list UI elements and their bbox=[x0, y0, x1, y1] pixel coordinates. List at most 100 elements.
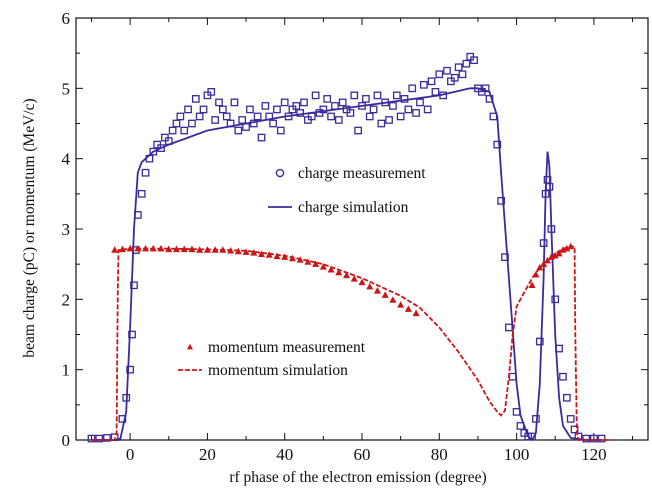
data-point bbox=[362, 95, 370, 103]
data-point bbox=[381, 291, 389, 298]
data-point bbox=[346, 109, 355, 117]
data-point bbox=[404, 305, 412, 312]
data-point bbox=[319, 263, 327, 270]
legend: charge measurement charge simulation momen… bbox=[178, 165, 426, 379]
data-point bbox=[366, 282, 374, 290]
series-0 bbox=[87, 52, 606, 443]
series-line bbox=[91, 87, 602, 442]
data-point bbox=[195, 112, 204, 121]
y-tick-label: 0 bbox=[62, 431, 71, 450]
data-point bbox=[269, 119, 277, 128]
data-point bbox=[331, 102, 339, 110]
data-point bbox=[508, 372, 517, 381]
data-point bbox=[246, 105, 254, 114]
data-point bbox=[350, 91, 359, 100]
data-point bbox=[559, 372, 567, 381]
legend-entry: momentum simulation bbox=[178, 362, 348, 379]
data-point bbox=[408, 84, 417, 93]
x-tick-label: 20 bbox=[199, 445, 216, 464]
data-point bbox=[168, 126, 177, 135]
data-point bbox=[319, 105, 328, 114]
data-point bbox=[551, 295, 560, 304]
data-point bbox=[377, 119, 386, 128]
data-point bbox=[126, 365, 134, 374]
data-point bbox=[570, 425, 579, 434]
x-tick-label: 120 bbox=[581, 445, 607, 464]
data-point bbox=[450, 73, 459, 82]
data-point bbox=[597, 434, 606, 443]
data-point bbox=[427, 77, 436, 86]
data-point bbox=[458, 70, 467, 79]
series-layer bbox=[87, 52, 610, 443]
data-point bbox=[188, 119, 196, 128]
data-point bbox=[524, 432, 533, 441]
axis-ticks: 0 20 40 60 80 100 120 0 1 2 3 4 5 6 bbox=[62, 9, 648, 464]
x-tick-label: 80 bbox=[431, 445, 448, 464]
data-point bbox=[350, 275, 358, 282]
data-point bbox=[497, 197, 505, 205]
legend-label: momentum measurement bbox=[208, 339, 366, 356]
legend-swatch bbox=[275, 168, 285, 178]
plot-frame bbox=[75, 17, 649, 441]
data-point bbox=[211, 116, 219, 124]
data-point bbox=[397, 301, 405, 308]
data-point bbox=[412, 109, 420, 117]
data-point bbox=[141, 168, 150, 177]
y-tick-label: 2 bbox=[62, 290, 71, 309]
legend-label: momentum simulation bbox=[208, 362, 348, 379]
data-point bbox=[435, 70, 444, 79]
data-point bbox=[222, 112, 231, 121]
data-point bbox=[335, 268, 343, 276]
data-point bbox=[423, 105, 432, 114]
data-point bbox=[180, 126, 189, 135]
data-point bbox=[389, 102, 397, 110]
data-point bbox=[311, 91, 320, 100]
data-point bbox=[273, 105, 281, 114]
x-axis-title: rf phase of the electron emission (degre… bbox=[229, 469, 486, 486]
x-tick-label: 0 bbox=[126, 445, 135, 464]
data-point bbox=[389, 296, 397, 303]
data-point bbox=[130, 281, 138, 290]
y-tick-label: 3 bbox=[62, 220, 71, 239]
data-point bbox=[184, 105, 192, 114]
data-point bbox=[230, 98, 239, 107]
data-point bbox=[312, 260, 320, 267]
legend-entry: momentum measurement bbox=[187, 339, 366, 356]
plot-border bbox=[75, 17, 649, 441]
y-tick-label: 6 bbox=[62, 9, 71, 28]
series-2 bbox=[111, 242, 575, 317]
x-tick-label: 100 bbox=[504, 445, 530, 464]
data-point bbox=[207, 88, 216, 96]
data-point bbox=[242, 248, 250, 255]
data-point bbox=[566, 415, 575, 423]
data-point bbox=[258, 250, 266, 258]
data-point bbox=[253, 112, 262, 121]
data-point bbox=[443, 66, 451, 75]
data-point bbox=[172, 119, 181, 128]
data-point bbox=[404, 105, 413, 114]
series-3 bbox=[91, 245, 610, 441]
y-tick-label: 1 bbox=[62, 361, 71, 380]
data-point bbox=[354, 126, 362, 135]
data-point bbox=[338, 98, 347, 107]
data-point bbox=[392, 91, 401, 100]
data-point bbox=[95, 434, 104, 443]
legend-entry: charge measurement bbox=[275, 165, 426, 182]
data-point bbox=[385, 116, 393, 124]
x-tick-label: 60 bbox=[354, 445, 371, 464]
data-point bbox=[470, 56, 478, 65]
data-point bbox=[419, 80, 428, 89]
data-point bbox=[238, 116, 247, 124]
series-line bbox=[91, 245, 610, 441]
data-point bbox=[137, 189, 146, 198]
data-point bbox=[396, 112, 405, 121]
y-tick-label: 5 bbox=[62, 79, 71, 98]
data-point bbox=[273, 252, 281, 260]
x-tick-label: 40 bbox=[276, 445, 293, 464]
data-point bbox=[485, 95, 494, 103]
data-point bbox=[555, 249, 563, 257]
data-point bbox=[493, 140, 502, 149]
data-point bbox=[261, 102, 270, 110]
data-point bbox=[323, 95, 332, 103]
